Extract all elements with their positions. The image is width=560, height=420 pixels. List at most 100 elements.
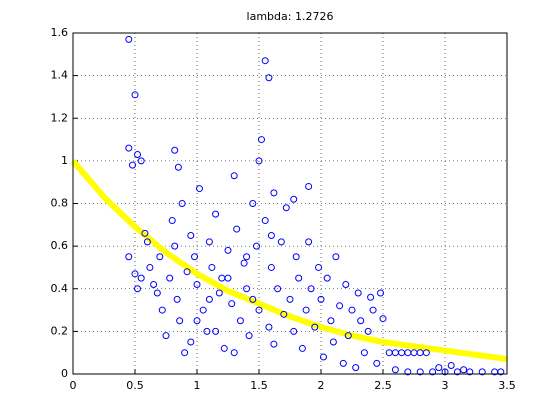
data-point [131, 270, 139, 278]
data-point [429, 368, 437, 376]
data-point [298, 344, 306, 352]
data-point [187, 231, 195, 239]
data-point [249, 295, 257, 303]
data-point [267, 263, 275, 271]
axes-box [72, 32, 508, 375]
data-point [391, 366, 399, 374]
data-point [319, 353, 327, 361]
data-point [404, 368, 412, 376]
data-point [158, 306, 166, 314]
data-point [367, 293, 375, 301]
data-point [243, 285, 251, 293]
data-point [311, 323, 319, 331]
x-tick-label: 3.5 [498, 379, 516, 392]
data-point [478, 368, 486, 376]
data-point [261, 217, 269, 225]
data-point [342, 280, 350, 288]
data-point [364, 327, 372, 335]
data-point [168, 217, 176, 225]
data-point [257, 136, 265, 144]
data-point [178, 200, 186, 207]
data-point [282, 204, 290, 212]
data-point [270, 189, 278, 197]
data-point [261, 57, 269, 65]
data-point [447, 361, 455, 369]
data-point [230, 349, 238, 357]
y-tick-label: 0.2 [51, 324, 69, 337]
fit-curve [70, 158, 508, 363]
data-point [224, 246, 232, 254]
data-point [245, 332, 253, 340]
data-point [233, 225, 241, 233]
y-tick-label: 0 [61, 367, 68, 380]
data-point [215, 289, 223, 297]
x-tick-label: 0.5 [126, 379, 144, 392]
y-tick-label: 0.8 [51, 197, 69, 210]
data-point [166, 274, 174, 282]
data-point [377, 289, 385, 297]
data-point [352, 364, 360, 372]
data-point [133, 285, 141, 293]
data-point [295, 274, 303, 282]
data-point [125, 253, 133, 261]
data-point [329, 338, 337, 346]
chart-title: lambda: 1.2726 [247, 10, 334, 23]
data-point [290, 195, 298, 203]
data-point [373, 359, 381, 367]
data-point [270, 340, 278, 348]
data-point [255, 306, 263, 314]
y-tick-label: 1.6 [51, 26, 69, 39]
data-point [203, 327, 211, 335]
data-point [265, 323, 273, 331]
data-point [497, 368, 505, 376]
data-point [253, 242, 261, 250]
data-point [327, 317, 335, 325]
data-point [460, 366, 468, 374]
y-tick-label: 0.6 [51, 239, 69, 252]
data-point [143, 238, 151, 246]
data-point [379, 315, 387, 323]
data-point [305, 182, 313, 190]
data-point [187, 338, 195, 346]
data-point [332, 253, 340, 261]
data-point [280, 310, 288, 318]
data-point [208, 263, 216, 271]
data-point [323, 274, 331, 282]
data-point [344, 332, 352, 340]
data-point [193, 280, 201, 288]
data-point [174, 163, 182, 171]
data-point [265, 74, 273, 82]
x-tick-label: 0 [70, 379, 77, 392]
y-tick-label: 0.4 [51, 282, 69, 295]
data-point [183, 268, 191, 276]
data-point [181, 349, 189, 357]
data-point [357, 317, 365, 325]
x-tick-label: 2 [318, 379, 325, 392]
data-point [339, 359, 347, 367]
data-point [369, 306, 377, 314]
data-point [302, 306, 310, 314]
data-point [220, 344, 228, 352]
data-point [255, 157, 263, 165]
y-tick-label: 1.4 [51, 69, 69, 82]
data-point [292, 253, 300, 261]
data-point [305, 238, 313, 246]
data-point [162, 332, 170, 340]
data-point [435, 364, 443, 372]
data-point [131, 91, 139, 99]
data-point [171, 146, 179, 154]
data-point [199, 306, 207, 314]
data-point [354, 289, 362, 297]
data-point [360, 349, 368, 357]
data-point [195, 185, 203, 193]
data-point [156, 253, 164, 261]
x-tick-label: 1 [194, 379, 201, 392]
data-point [173, 295, 181, 303]
data-point [224, 274, 232, 282]
data-point [171, 242, 179, 250]
data-point [141, 229, 149, 237]
data-point [240, 259, 248, 267]
data-point [274, 285, 282, 293]
data-point [137, 274, 145, 282]
data-point [176, 317, 184, 325]
